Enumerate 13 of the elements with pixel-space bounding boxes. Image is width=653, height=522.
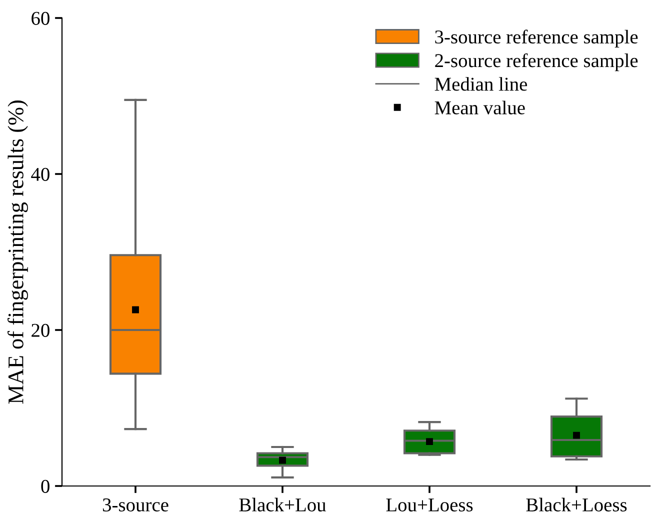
x-tick-label: Black+Loess bbox=[526, 498, 627, 512]
legend-label: 2-source reference sample bbox=[435, 53, 638, 72]
x-tick-label: 3-source bbox=[102, 498, 168, 512]
y-tick-label: 60 bbox=[32, 12, 50, 25]
annotation: Median line bbox=[434, 77, 528, 91]
y-tick-label: 0 bbox=[41, 480, 50, 493]
x-tick-label: Lou+Loess bbox=[386, 498, 473, 512]
legend-label: 3-source reference sample bbox=[435, 30, 638, 48]
y-tick-label: 20 bbox=[32, 324, 50, 337]
y-tick-label: 40 bbox=[31, 168, 50, 181]
y-axis-title: MAE of fingerprinting results (%) bbox=[8, 100, 28, 404]
x-tick-label: Black+Lou bbox=[239, 498, 326, 512]
annotation: Mean value bbox=[434, 100, 525, 114]
